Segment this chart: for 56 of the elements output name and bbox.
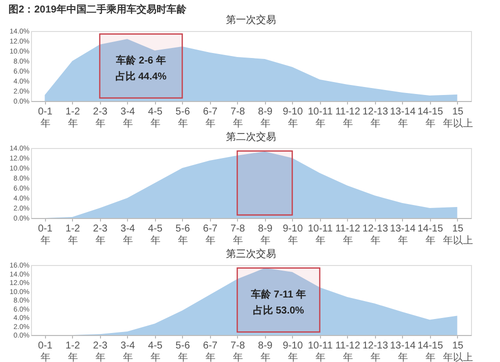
x-tick-label: 15年以上 — [442, 224, 473, 246]
x-tick-label: 2-3年 — [93, 224, 108, 246]
x-tick-label: 8-9年 — [258, 340, 273, 362]
x-tick-label: 11-12年 — [335, 340, 361, 362]
x-tick-label: 5-6年 — [176, 106, 190, 130]
x-tick-label: 15年以上 — [442, 340, 473, 362]
x-tick-label: 5-6年 — [176, 224, 190, 246]
x-tick-label: 0-1年 — [38, 106, 53, 130]
x-tick-label: 12-13年 — [362, 106, 388, 130]
x-tick-label: 13-14年 — [390, 106, 416, 130]
x-tick-label: 2-3年 — [93, 340, 108, 362]
x-tick-label: 4-5年 — [148, 106, 163, 130]
x-tick-label: 6-7年 — [203, 106, 218, 130]
x-tick-label: 10-11年 — [308, 106, 334, 130]
x-tick-label: 0-1年 — [38, 224, 53, 246]
chart-subtitle: 图2：2019年中国二手乘用车交易时车龄 — [8, 4, 188, 16]
x-tick-label: 6-7年 — [203, 224, 218, 246]
annotation: 占比 44.4% — [115, 70, 167, 82]
x-tick-label: 11-12年 — [335, 106, 361, 130]
x-tick-label: 3-4年 — [120, 106, 136, 130]
x-tick-label: 8-9年 — [258, 224, 273, 246]
x-tick-label: 1-2年 — [66, 106, 80, 130]
x-tick-label: 7-8年 — [230, 224, 246, 246]
x-tick-label: 14-15年 — [417, 224, 444, 246]
x-tick-label: 14-15年 — [417, 106, 444, 130]
x-tick-label: 4-5年 — [148, 340, 163, 362]
x-tick-label: 14-15年 — [417, 340, 444, 362]
x-tick-label: 5-6年 — [176, 340, 190, 362]
x-tick-label: 12-13年 — [362, 224, 388, 246]
x-tick-label: 9-10年 — [282, 106, 304, 130]
x-tick-label: 12-13年 — [362, 340, 388, 362]
x-tick-label: 10-11年 — [308, 224, 334, 246]
x-tick-label: 7-8年 — [230, 340, 246, 362]
x-tick-label: 13-14年 — [390, 340, 416, 362]
x-tick-label: 11-12年 — [335, 224, 361, 246]
chart-title: 第一次交易 — [226, 14, 276, 26]
chart-title: 第三次交易 — [226, 248, 276, 260]
x-tick-label: 15年以上 — [442, 106, 473, 130]
x-tick-label: 9-10年 — [282, 224, 304, 246]
chart-title: 第二次交易 — [226, 131, 276, 143]
x-tick-label: 8-9年 — [258, 106, 273, 130]
x-tick-label: 3-4年 — [120, 224, 136, 246]
x-tick-label: 1-2年 — [66, 224, 80, 246]
x-tick-label: 7-8年 — [230, 106, 246, 130]
x-tick-label: 13-14年 — [390, 224, 416, 246]
annotation: 车龄 2-6 年 — [114, 54, 166, 66]
x-tick-label: 2-3年 — [93, 106, 108, 130]
x-tick-label: 6-7年 — [203, 340, 218, 362]
annotation: 占比 53.0% — [252, 304, 304, 316]
x-tick-label: 0-1年 — [38, 340, 53, 362]
x-tick-label: 3-4年 — [120, 340, 136, 362]
x-tick-label: 9-10年 — [282, 340, 304, 362]
x-tick-label: 4-5年 — [148, 224, 163, 246]
x-tick-label: 10-11年 — [308, 340, 334, 362]
x-tick-label: 1-2年 — [66, 340, 80, 362]
annotation: 车龄 7-11 年 — [250, 288, 306, 300]
